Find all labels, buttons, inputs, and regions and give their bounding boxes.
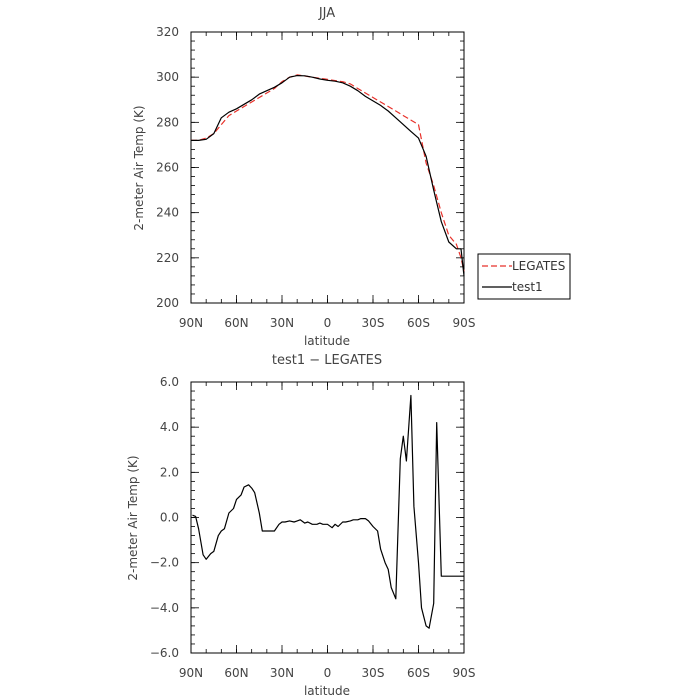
y-tick-label: −4.0 xyxy=(150,601,179,615)
x-tick-label: 0 xyxy=(324,666,332,680)
x-tick-label: 60S xyxy=(407,316,430,330)
x-tick-label: 30N xyxy=(270,666,294,680)
plot-frame xyxy=(190,31,465,304)
x-tick-label: 90S xyxy=(453,666,476,680)
bottom-panel-title: test1 − LEGATES xyxy=(272,353,382,368)
y-tick-label: 4.0 xyxy=(160,420,179,434)
top-panel-title: JJA xyxy=(318,6,335,21)
bottom-x-axis-label: latitude xyxy=(304,684,350,698)
bottom-y-axis-label: 2-meter Air Temp (K) xyxy=(126,455,140,580)
x-tick-label: 0 xyxy=(324,316,332,330)
x-tick-label: 30S xyxy=(362,666,385,680)
y-tick-label: 240 xyxy=(156,206,179,220)
y-tick-label: 280 xyxy=(156,115,179,129)
top-y-axis-label: 2-meter Air Temp (K) xyxy=(132,105,146,230)
x-tick-label: 60N xyxy=(224,316,248,330)
y-tick-label: 260 xyxy=(156,161,179,175)
top-plot-area: 90N 60N 30N 0 30S 60S 90S 200 220 240 260 280 300 320 xyxy=(156,25,475,330)
top-x-axis-label: latitude xyxy=(304,334,350,348)
y-tick-label: 200 xyxy=(156,296,179,310)
x-tick-label: 90N xyxy=(179,666,203,680)
legend-legates-label: LEGATES xyxy=(512,259,565,273)
x-tick-label: 90S xyxy=(453,316,476,330)
test1-series-line xyxy=(191,74,465,276)
bottom-plot-area: 90N 60N 30N 0 30S 60S 90S −6.0 −4.0 −2.0 0.0 2.0 4.0… xyxy=(150,375,476,680)
legates-series-line xyxy=(191,74,465,272)
x-tick-label: 30N xyxy=(270,316,294,330)
y-tick-label: 320 xyxy=(156,25,179,39)
legend: LEGATES test1 xyxy=(477,253,571,300)
x-tick-label: 30S xyxy=(362,316,385,330)
difference-series-line xyxy=(192,394,464,629)
x-tick-label: 60S xyxy=(407,666,430,680)
legend-box xyxy=(477,253,571,300)
y-tick-label: 6.0 xyxy=(160,375,179,389)
top-panel: JJA 90N 60N 30N 0 30S 60S 90S 200 220 240 260 280 30… xyxy=(132,6,475,348)
legend-test1-label: test1 xyxy=(512,280,543,294)
y-tick-label: −2.0 xyxy=(150,556,179,570)
x-tick-label: 60N xyxy=(224,666,248,680)
x-tick-label: 90N xyxy=(179,316,203,330)
y-tick-label: −6.0 xyxy=(150,646,179,660)
y-tick-label: 300 xyxy=(156,70,179,84)
y-tick-label: 0.0 xyxy=(160,511,179,525)
bottom-panel: test1 − LEGATES 90N 60N 30N 0 30S 60S 90S −6.0 −… xyxy=(126,353,475,698)
y-tick-label: 2.0 xyxy=(160,465,179,479)
y-tick-label: 220 xyxy=(156,251,179,265)
